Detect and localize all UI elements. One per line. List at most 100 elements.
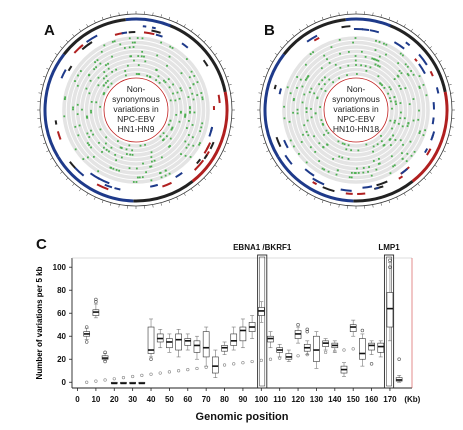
variation-dot xyxy=(90,146,92,149)
variation-dot xyxy=(400,111,402,114)
variation-dot xyxy=(407,122,410,125)
variation-dot xyxy=(138,176,141,179)
gene-block xyxy=(78,44,84,49)
variation-dot xyxy=(399,117,402,120)
variation-dot xyxy=(74,80,76,82)
circos-plot-b xyxy=(257,11,455,209)
center-line: Non- xyxy=(126,84,146,94)
variation-dot xyxy=(360,50,363,53)
ring-tick xyxy=(439,60,442,63)
variation-dot xyxy=(191,92,194,95)
ring-tick xyxy=(448,84,452,86)
ring-tick xyxy=(262,75,266,78)
variation-dot xyxy=(72,108,74,111)
variation-dot xyxy=(362,171,365,174)
variation-dot xyxy=(410,154,413,157)
variation-dot xyxy=(97,170,100,173)
variation-dot xyxy=(406,125,409,127)
ring-tick xyxy=(292,183,295,186)
variation-dot xyxy=(323,133,325,136)
variation-dot xyxy=(187,143,190,146)
variation-dot xyxy=(78,124,81,127)
gene-block xyxy=(275,136,282,148)
variation-dot xyxy=(289,139,292,142)
variation-dot xyxy=(103,71,106,73)
variation-dot xyxy=(110,146,113,149)
variation-dot xyxy=(339,66,342,69)
ring-tick xyxy=(306,193,309,196)
variation-dot xyxy=(185,146,188,149)
box-body xyxy=(230,333,238,346)
variation-dot xyxy=(306,119,309,122)
baseline-point xyxy=(94,379,98,383)
variation-dot xyxy=(184,115,186,118)
variation-dot xyxy=(105,75,108,77)
variation-dot xyxy=(107,67,110,70)
variation-dot xyxy=(323,54,326,57)
ring-tick xyxy=(214,164,218,167)
x-tick-label: 70 xyxy=(202,395,211,404)
variation-dot xyxy=(388,86,391,89)
variation-dot xyxy=(334,63,337,66)
variation-dot xyxy=(368,166,370,168)
variation-dot xyxy=(134,41,136,44)
gene-block xyxy=(313,36,320,42)
outlier-point xyxy=(103,359,107,364)
variation-dot xyxy=(92,133,94,136)
panel-c-letter: C xyxy=(36,236,47,253)
baseline-point xyxy=(296,354,300,358)
variation-dot xyxy=(164,174,167,177)
ring-tick xyxy=(93,196,96,200)
variation-dot xyxy=(128,167,131,170)
variation-dot xyxy=(422,134,425,137)
variation-dot xyxy=(338,155,341,158)
variation-dot xyxy=(108,150,110,153)
variation-dot xyxy=(321,167,324,170)
gene-block xyxy=(175,172,183,179)
variation-dot xyxy=(288,120,291,123)
outlier-point xyxy=(296,323,300,327)
gene-block xyxy=(202,59,209,67)
outlier-point xyxy=(369,362,374,366)
variation-dot xyxy=(189,156,192,158)
variation-dot xyxy=(187,120,190,122)
circos-plot-a xyxy=(37,11,235,209)
ring-tick xyxy=(330,14,332,18)
variation-dot xyxy=(337,140,340,143)
ring-tick xyxy=(152,12,154,16)
genome-arc xyxy=(62,18,126,56)
variation-dot xyxy=(124,70,127,72)
variation-dot xyxy=(356,167,358,170)
ring-tick xyxy=(42,142,46,145)
variation-dot xyxy=(100,50,103,53)
ring-tick xyxy=(226,142,230,145)
sample-track xyxy=(84,58,188,162)
variation-dot xyxy=(88,74,90,77)
variation-dot xyxy=(150,151,153,154)
gene-block xyxy=(149,183,159,188)
variation-dot xyxy=(160,156,163,159)
gene-block xyxy=(431,131,436,138)
ring-tick xyxy=(93,20,96,24)
variation-dot xyxy=(390,100,392,103)
gene-block xyxy=(181,42,189,49)
variation-dot xyxy=(307,134,310,137)
y-tick-label: 80 xyxy=(57,286,66,295)
gene-block xyxy=(104,183,113,189)
x-tick-label: 150 xyxy=(347,395,361,404)
variation-dot xyxy=(393,78,396,80)
variation-dot xyxy=(145,171,147,174)
variation-dot xyxy=(77,74,79,77)
ring-tick xyxy=(226,75,230,78)
gene-block xyxy=(345,192,353,195)
x-tick-label: 110 xyxy=(273,395,286,404)
gene-block xyxy=(306,34,318,43)
baseline-point xyxy=(250,359,254,364)
variation-dot xyxy=(305,161,308,164)
variation-dot xyxy=(375,39,377,42)
variation-dot xyxy=(339,52,341,55)
baseline-point xyxy=(85,380,89,384)
gene-block xyxy=(398,175,404,180)
variation-dot xyxy=(94,61,96,64)
variation-dot xyxy=(357,149,360,152)
